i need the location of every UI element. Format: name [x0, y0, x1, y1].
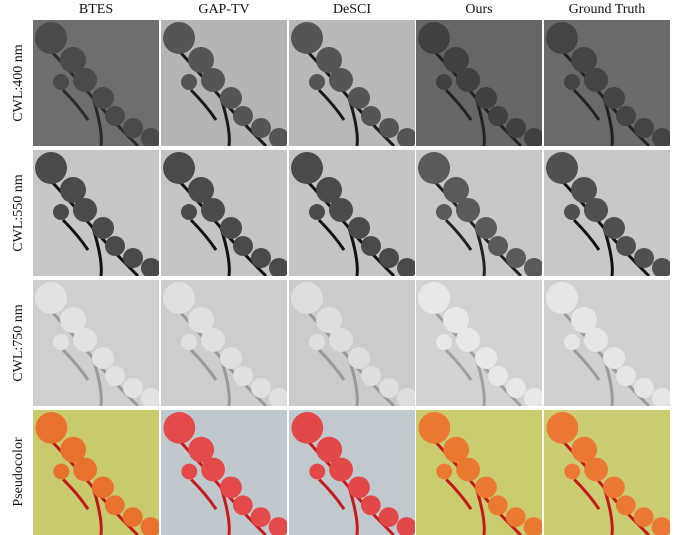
row-label: CWL:550 nm	[11, 174, 26, 251]
image-panel	[416, 410, 543, 535]
image-panel	[544, 20, 672, 148]
image-panel	[416, 280, 544, 408]
figure: BTES GAP-TV DeSCI Ours Ground Truth CWL:…	[0, 0, 678, 535]
row-labels: CWL:400 nm CWL:550 nm CWL:750 nm Pseudoc…	[11, 44, 26, 506]
row-label: CWL:750 nm	[11, 304, 26, 381]
image-panel	[416, 20, 544, 148]
image-panel	[33, 280, 161, 408]
image-panel	[289, 150, 417, 278]
image-panel	[161, 20, 289, 148]
image-panel	[161, 280, 289, 408]
image-panel	[161, 150, 289, 278]
image-panel	[544, 410, 671, 535]
column-header: GAP-TV	[198, 2, 249, 17]
image-panel	[289, 20, 417, 148]
image-panel	[289, 280, 417, 408]
row-label: CWL:400 nm	[11, 44, 26, 121]
column-header: DeSCI	[333, 2, 371, 17]
column-header: Ground Truth	[569, 2, 646, 17]
image-panel	[416, 150, 544, 278]
image-panel	[33, 20, 161, 148]
image-panel	[289, 410, 416, 535]
image-panel	[33, 150, 161, 278]
image-panel	[544, 280, 672, 408]
row-label: Pseudocolor	[11, 437, 26, 507]
image-panel	[33, 410, 160, 535]
image-panel	[161, 410, 288, 535]
column-header: BTES	[79, 2, 113, 17]
image-panel	[544, 150, 672, 278]
column-headers: BTES GAP-TV DeSCI Ours Ground Truth	[79, 2, 645, 17]
column-header: Ours	[465, 2, 492, 17]
